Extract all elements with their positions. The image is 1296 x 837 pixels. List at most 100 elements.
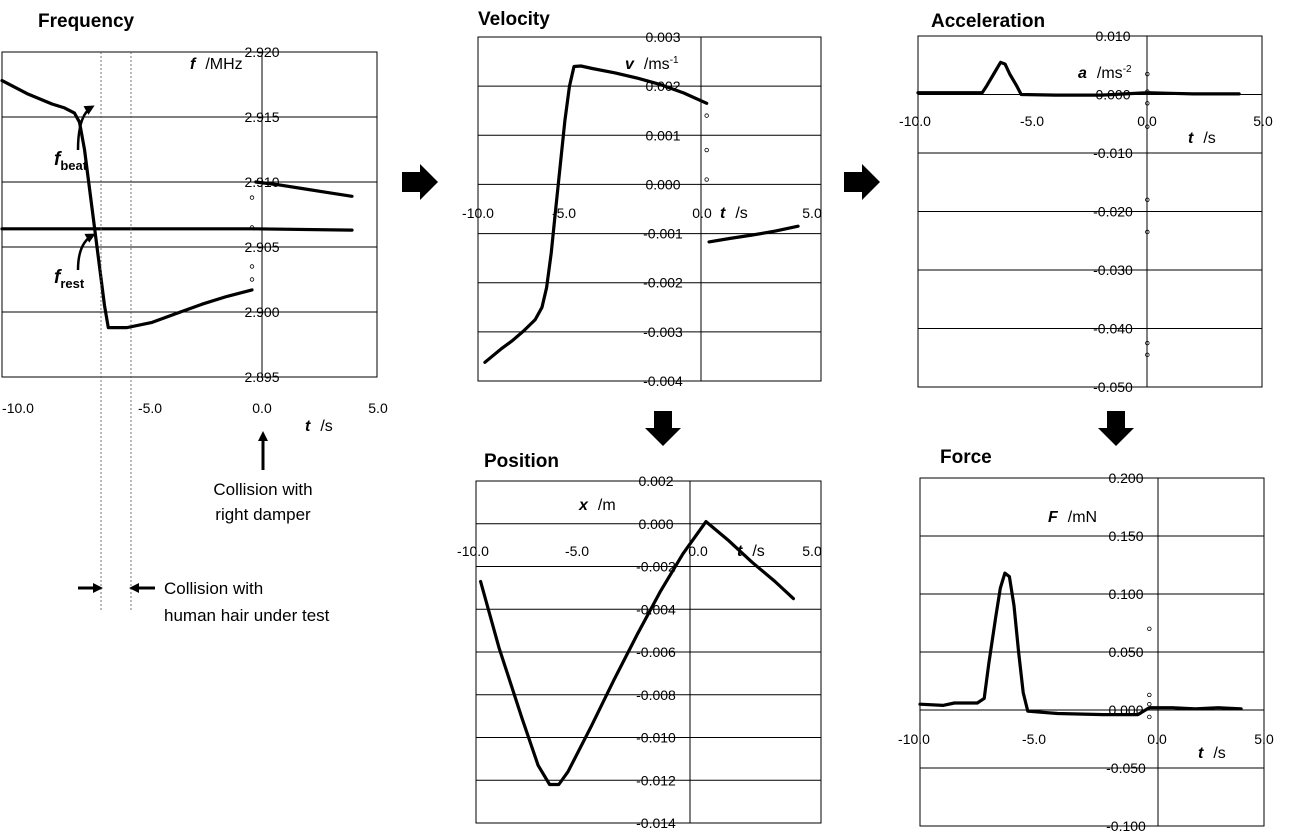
down-arrow-icon <box>645 411 681 446</box>
velocity-ylabel: v/ms-1 <box>625 55 679 73</box>
force-title: Force <box>940 447 992 468</box>
acceleration-xtick-label: -10.0 <box>899 113 931 129</box>
force-xtick-label: -5.0 <box>1022 731 1046 747</box>
velocity-xtick-label: -10.0 <box>462 205 494 221</box>
position-chart: 0.002 0.000 -0.002 -0.004 -0.006 -0.008 -0.010… <box>457 451 822 831</box>
frequency-data-point <box>249 225 255 230</box>
force-xtick-label: 0.0 <box>1147 731 1167 747</box>
frequency-data-point <box>249 264 255 269</box>
acceleration-data-point <box>1145 71 1150 77</box>
f-rest-arrow <box>76 233 96 271</box>
velocity-series-line-1 <box>707 224 800 244</box>
force-ytick-label: -0.100 <box>1106 818 1146 834</box>
velocity-chart: 0.0030.0020.0010.000-0.001-0.002-0.003-0… <box>462 9 822 389</box>
force-ytick-label: 0.050 <box>1108 644 1143 660</box>
force-chart: 0.2000.1500.1000.0500.000-0.050-0.100-10… <box>898 447 1274 834</box>
position-ytick-label: -0.004 <box>636 601 676 617</box>
acceleration-ytick-label: 0.010 <box>1095 28 1130 44</box>
acceleration-data-point <box>1145 229 1150 235</box>
velocity-xtick-label: 5.0 <box>802 205 822 221</box>
position-ytick-label: -0.012 <box>636 772 676 788</box>
velocity-data-point <box>704 177 709 182</box>
acceleration-chart: 0.0100.000-0.010-0.020-0.030-0.040-0.050… <box>899 11 1273 395</box>
force-ytick-label: 0.100 <box>1108 586 1143 602</box>
force-data-point <box>1147 692 1152 698</box>
velocity-xtick-label: -5.0 <box>552 205 576 221</box>
force-series-line-0 <box>918 571 1243 717</box>
velocity-series-line-0 <box>483 64 709 364</box>
position-ytick-label: -0.014 <box>636 815 676 831</box>
f-beat-arrow <box>76 105 95 151</box>
frequency-xtick-label: 5.0 <box>368 400 388 416</box>
velocity-title: Velocity <box>478 9 550 30</box>
velocity-ytick-label: -0.003 <box>643 324 683 340</box>
frequency-data-point <box>249 195 255 200</box>
force-xlabel: t/s <box>1198 745 1226 762</box>
frequency-ylabel: f/MHz <box>190 56 243 73</box>
acceleration-ytick-label: -0.030 <box>1093 262 1133 278</box>
acceleration-data-point <box>1145 124 1150 129</box>
frequency-plot-frame <box>1 51 378 378</box>
velocity-data-point <box>704 113 709 118</box>
frequency-series-line-2 <box>254 180 354 198</box>
force-ytick-label: 0.200 <box>1108 470 1143 486</box>
frequency-data-point <box>249 277 255 282</box>
frequency-xtick-label: 0.0 <box>252 400 272 416</box>
position-ytick-label: -0.002 <box>636 559 676 575</box>
acceleration-ylabel: a/ms-2 <box>1078 64 1132 82</box>
frequency-xtick-label: -10.0 <box>2 400 34 416</box>
frequency-series-line-1 <box>0 227 354 232</box>
position-ytick-label: 0.002 <box>638 473 673 489</box>
force-xtick-label: 5.0 <box>1254 731 1274 747</box>
acceleration-data-point <box>1145 89 1150 94</box>
position-xtick-label: 5.0 <box>802 543 822 559</box>
force-ytick-label: 0.150 <box>1108 528 1143 544</box>
velocity-ytick-label: 0.001 <box>645 127 680 143</box>
velocity-ytick-label: 0.000 <box>645 176 680 192</box>
acceleration-data-point <box>1145 197 1150 202</box>
f-rest-label: frest <box>54 267 85 291</box>
acceleration-xlabel: t/s <box>1188 130 1216 147</box>
position-ytick-label: -0.008 <box>636 687 676 703</box>
down-arrow-icon <box>1098 411 1134 446</box>
force-ylabel: F/mN <box>1048 509 1097 526</box>
velocity-ytick-label: 0.003 <box>645 29 680 45</box>
force-data-point <box>1147 702 1152 707</box>
right-arrow-icon <box>402 164 438 200</box>
frequency-series-line-0 <box>0 79 254 330</box>
f-beat-label: fbeat <box>54 149 88 173</box>
force-data-point <box>1147 714 1152 720</box>
hair-collision-text-1: Collision with <box>164 579 263 598</box>
position-ytick-label: 0.000 <box>638 516 673 532</box>
acceleration-xtick-label: -5.0 <box>1020 113 1044 129</box>
damper-collision-text-1: Collision with <box>213 480 312 499</box>
frequency-xtick-label: -5.0 <box>138 400 162 416</box>
position-xtick-label: -5.0 <box>565 543 589 559</box>
acceleration-ytick-label: -0.040 <box>1093 321 1133 337</box>
position-xtick-label: 0.0 <box>688 543 708 559</box>
position-ylabel: x/m <box>578 497 616 514</box>
acceleration-series-line-0 <box>916 60 1241 97</box>
position-xtick-label: -10.0 <box>457 543 489 559</box>
acceleration-ytick-label: -0.020 <box>1093 204 1133 220</box>
acceleration-xtick-label: 5.0 <box>1253 113 1273 129</box>
acceleration-data-point <box>1145 352 1150 358</box>
position-series-line-0 <box>479 520 795 787</box>
acceleration-xtick-label: 0.0 <box>1137 113 1157 129</box>
force-data-point <box>1147 626 1152 631</box>
right-arrow-icon <box>844 164 880 200</box>
acceleration-title: Acceleration <box>931 11 1045 32</box>
acceleration-data-point <box>1145 101 1150 106</box>
velocity-xtick-label: 0.0 <box>692 205 712 221</box>
position-title: Position <box>484 451 559 472</box>
force-xtick-label: -10.0 <box>898 731 930 747</box>
acceleration-ytick-label: -0.010 <box>1093 145 1133 161</box>
acceleration-data-point <box>1145 340 1150 346</box>
force-ytick-label: -0.050 <box>1106 760 1146 776</box>
velocity-xlabel: t/s <box>720 205 748 222</box>
frequency-xlabel: t/s <box>305 418 333 435</box>
velocity-plot-frame <box>477 36 822 382</box>
